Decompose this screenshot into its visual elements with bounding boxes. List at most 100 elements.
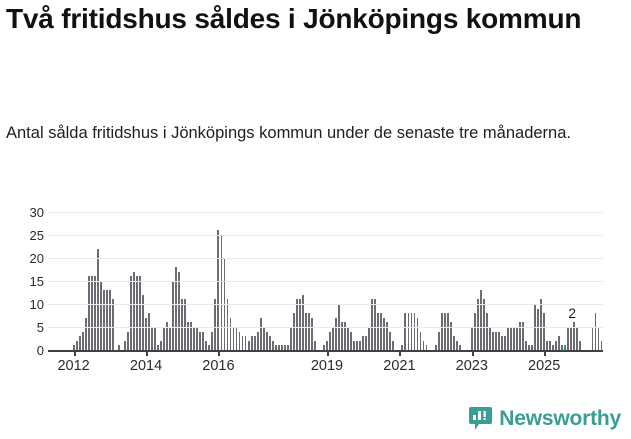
bar xyxy=(108,290,111,350)
bar xyxy=(525,340,527,350)
bar xyxy=(522,322,524,350)
y-axis-tick-label: 30 xyxy=(29,205,44,220)
bar xyxy=(187,322,190,350)
bar xyxy=(175,267,178,350)
y-axis-tick-label: 20 xyxy=(29,251,44,266)
bar xyxy=(332,327,334,350)
bar xyxy=(142,294,144,350)
bar xyxy=(208,345,211,350)
bar xyxy=(579,340,582,350)
x-axis-tick xyxy=(471,350,474,356)
bar xyxy=(81,331,84,350)
bar xyxy=(220,235,223,350)
bar xyxy=(214,299,217,350)
bar xyxy=(362,336,365,350)
x-axis-tick-label: 2019 xyxy=(310,358,344,374)
bar xyxy=(425,345,428,350)
bar xyxy=(488,327,491,350)
bar xyxy=(323,345,325,350)
bar xyxy=(123,340,126,350)
bar xyxy=(139,276,141,350)
gridline xyxy=(48,327,603,328)
bar xyxy=(440,313,443,350)
bar xyxy=(341,322,343,350)
bar xyxy=(485,313,488,350)
bar xyxy=(540,299,543,350)
bar xyxy=(501,336,503,350)
bar xyxy=(561,345,564,350)
bar xyxy=(96,248,99,350)
bar xyxy=(117,345,120,350)
bar xyxy=(151,327,153,350)
bar xyxy=(504,336,506,350)
bar-chart-speech-bubble-icon xyxy=(469,407,493,431)
bar xyxy=(226,299,229,350)
bar xyxy=(280,345,283,350)
bar xyxy=(365,336,368,350)
x-axis-tick xyxy=(218,350,221,356)
bar xyxy=(600,340,603,350)
y-axis-tick-label: 25 xyxy=(29,228,44,243)
bar xyxy=(241,336,244,350)
bar xyxy=(494,331,497,350)
bar xyxy=(383,317,386,350)
bar xyxy=(310,317,313,350)
bar xyxy=(307,313,310,350)
bar xyxy=(573,322,576,350)
bar xyxy=(154,327,156,350)
bar xyxy=(335,317,337,350)
bar xyxy=(87,276,90,350)
bar xyxy=(401,345,404,350)
gridline xyxy=(48,258,603,259)
bar xyxy=(199,331,202,350)
bar xyxy=(163,327,166,350)
bar xyxy=(404,313,407,350)
bar xyxy=(510,327,512,350)
bar xyxy=(537,308,540,350)
bar xyxy=(552,345,555,350)
bar-series xyxy=(48,212,603,350)
x-axis-tick xyxy=(146,350,149,356)
bar xyxy=(229,317,232,350)
bar xyxy=(410,313,413,350)
bar xyxy=(93,276,96,350)
bar xyxy=(455,340,458,350)
bar xyxy=(413,313,416,350)
bar xyxy=(130,276,132,350)
gridline xyxy=(48,212,603,213)
plot-area xyxy=(48,212,603,352)
bar xyxy=(292,313,295,350)
bar xyxy=(286,345,289,350)
bar xyxy=(470,327,473,350)
bar xyxy=(371,299,374,350)
bar xyxy=(558,336,561,350)
bar xyxy=(389,331,392,350)
bar xyxy=(78,336,81,350)
bar xyxy=(283,345,286,350)
chart-subtitle: Antal sålda fritidshus i Jönköpings komm… xyxy=(6,124,571,142)
bar xyxy=(253,336,256,350)
bar xyxy=(133,271,135,350)
bar xyxy=(437,331,440,350)
bar xyxy=(458,345,461,350)
gridline xyxy=(48,304,603,305)
bar xyxy=(591,327,594,350)
bar xyxy=(268,336,271,350)
bar xyxy=(99,281,102,350)
bar xyxy=(567,327,570,350)
bar xyxy=(238,331,241,350)
value-label: 2 xyxy=(568,304,577,321)
bar xyxy=(136,276,138,350)
bar-chart: 0 5 10 15 20 25 30 2012 2014 2016 2019 2021 2023 202… xyxy=(0,200,631,385)
bar xyxy=(449,322,452,350)
bar xyxy=(594,313,597,350)
brand-name: Newsworthy xyxy=(499,407,621,430)
bar xyxy=(271,340,274,350)
bar xyxy=(422,340,425,350)
bar xyxy=(202,331,205,350)
newsworthy-logo[interactable]: Newsworthy xyxy=(469,407,621,431)
bar xyxy=(304,313,307,350)
bar xyxy=(380,313,383,350)
bar xyxy=(84,317,87,350)
y-axis-labels: 0 5 10 15 20 25 30 xyxy=(0,200,44,385)
